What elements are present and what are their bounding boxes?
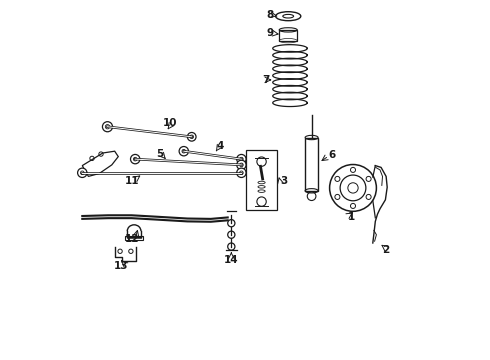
Text: 12: 12 [124,234,139,244]
Circle shape [77,168,87,177]
Text: 8: 8 [267,10,274,21]
Text: 7: 7 [262,75,270,85]
Circle shape [187,132,196,141]
Circle shape [102,122,113,132]
Text: 3: 3 [280,176,287,186]
Circle shape [130,154,140,164]
Text: 4: 4 [216,141,223,151]
Bar [125,236,143,240]
Text: 6: 6 [328,150,336,160]
Circle shape [237,168,246,177]
Text: 9: 9 [267,28,274,39]
Text: 10: 10 [163,118,177,128]
Text: 2: 2 [383,245,390,255]
Bar [305,138,318,191]
Circle shape [237,154,246,164]
Text: 1: 1 [348,212,356,222]
Text: 14: 14 [224,255,239,265]
Bar [279,30,297,41]
Bar [245,150,277,210]
Circle shape [237,160,246,170]
Circle shape [179,147,189,156]
Text: 13: 13 [114,261,129,271]
Text: 5: 5 [156,149,163,159]
Text: 11: 11 [125,176,140,186]
